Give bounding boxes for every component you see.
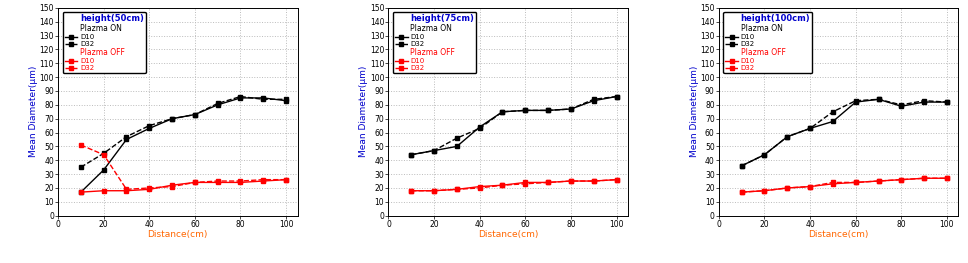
- Y-axis label: Mean Diameter(μm): Mean Diameter(μm): [359, 66, 369, 158]
- Y-axis label: Mean Diameter(μm): Mean Diameter(μm): [690, 66, 699, 158]
- X-axis label: Distance(cm): Distance(cm): [478, 230, 538, 239]
- Legend: height(100cm), Plazma ON, D10, D32, Plazma OFF, D10, D32: height(100cm), Plazma ON, D10, D32, Plaz…: [723, 12, 812, 73]
- Y-axis label: Mean Diameter(μm): Mean Diameter(μm): [29, 66, 38, 158]
- Legend: height(50cm), Plazma ON, D10, D32, Plazma OFF, D10, D32: height(50cm), Plazma ON, D10, D32, Plazm…: [63, 12, 146, 73]
- Legend: height(75cm), Plazma ON, D10, D32, Plazma OFF, D10, D32: height(75cm), Plazma ON, D10, D32, Plazm…: [393, 12, 476, 73]
- X-axis label: Distance(cm): Distance(cm): [147, 230, 208, 239]
- X-axis label: Distance(cm): Distance(cm): [808, 230, 869, 239]
